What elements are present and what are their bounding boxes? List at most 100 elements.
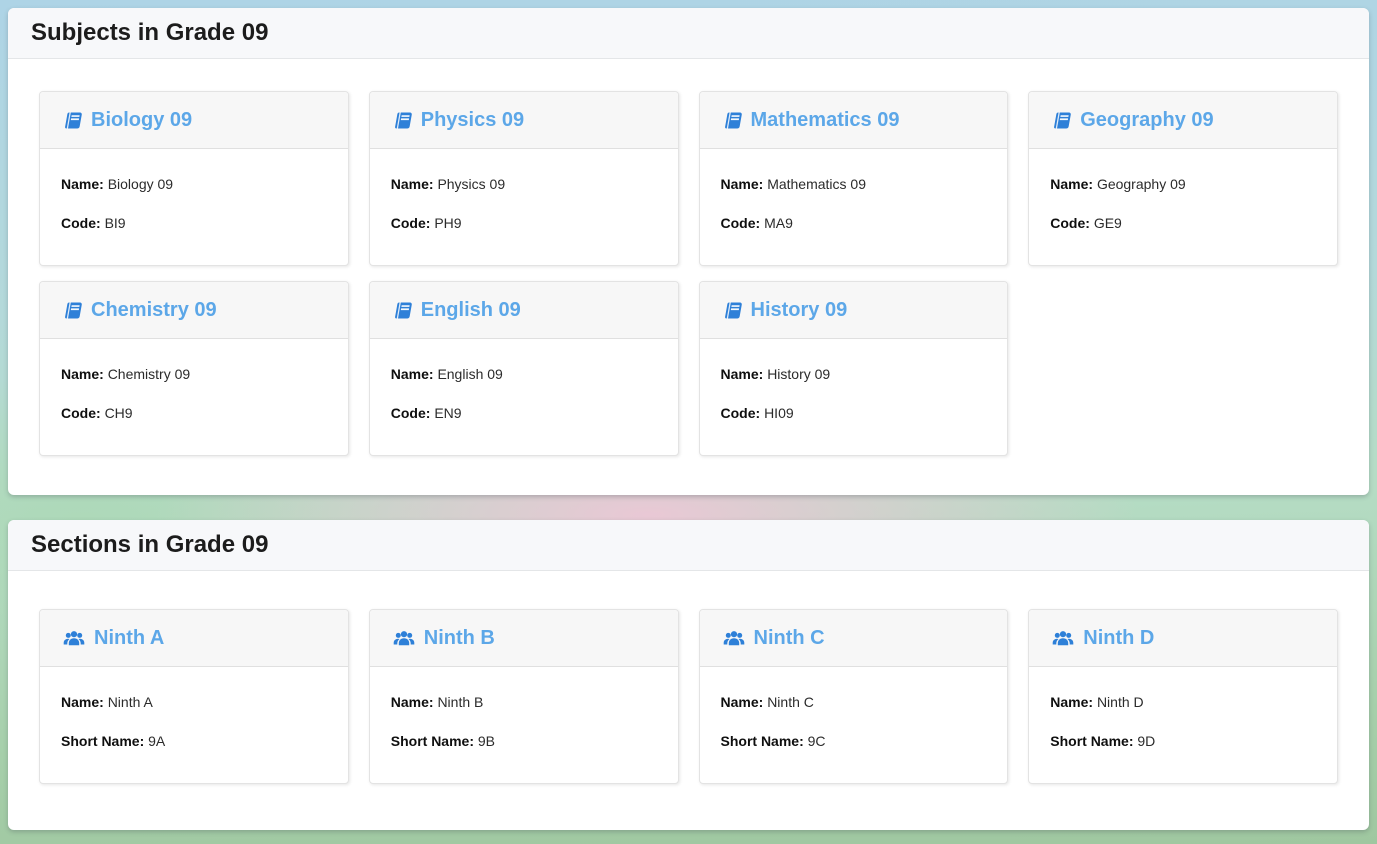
name-label: Name: bbox=[720, 176, 764, 192]
section-card-title[interactable]: Ninth B bbox=[423, 627, 495, 649]
code-label: Code: bbox=[61, 405, 101, 421]
section-card-header: Ninth D bbox=[1029, 610, 1337, 667]
subject-card-body: Name: Physics 09 Code: PH9 bbox=[370, 149, 678, 253]
section-short-name-field: Short Name: 9B bbox=[391, 732, 657, 751]
sections-panel-heading: Sections in Grade 09 bbox=[8, 520, 1369, 571]
subject-card-header: Geography 09 bbox=[1029, 92, 1337, 149]
users-icon bbox=[63, 629, 85, 647]
subject-name-field: Name: Biology 09 bbox=[61, 175, 327, 194]
code-label: Code: bbox=[1050, 215, 1090, 231]
name-label: Name: bbox=[390, 366, 434, 382]
subjects-panel-heading: Subjects in Grade 09 bbox=[8, 8, 1369, 59]
section-name-field: Name: Ninth A bbox=[61, 693, 327, 712]
book-icon bbox=[723, 301, 742, 320]
subject-code-value: CH9 bbox=[104, 405, 133, 421]
subject-code-value: GE9 bbox=[1093, 215, 1122, 231]
sections-panel: Sections in Grade 09 Ninth A Name: Ninth… bbox=[8, 520, 1369, 830]
code-label: Code: bbox=[720, 215, 761, 231]
subject-code-value: HI09 bbox=[764, 405, 794, 421]
subjects-panel: Subjects in Grade 09 Biology 09 Name: Bi… bbox=[8, 8, 1369, 495]
name-label: Name: bbox=[1050, 176, 1094, 192]
section-name-value: Ninth B bbox=[437, 694, 484, 710]
subject-card-title[interactable]: History 09 bbox=[750, 299, 848, 321]
subject-code-value: PH9 bbox=[434, 215, 462, 231]
subject-name-value: Chemistry 09 bbox=[107, 366, 191, 382]
section-card-title[interactable]: Ninth D bbox=[1083, 627, 1155, 649]
section-name-field: Name: Ninth D bbox=[1050, 693, 1316, 712]
subject-card-header: Mathematics 09 bbox=[699, 92, 1008, 149]
short-name-label: Short Name: bbox=[720, 733, 804, 749]
subject-name-value: Physics 09 bbox=[437, 176, 506, 192]
short-name-label: Short Name: bbox=[390, 733, 474, 749]
subject-card-body: Name: Biology 09 Code: BI9 bbox=[40, 149, 348, 253]
section-short-name-field: Short Name: 9C bbox=[721, 732, 987, 751]
subject-card-body: Name: History 09 Code: HI09 bbox=[700, 339, 1008, 443]
subject-card-body: Name: Chemistry 09 Code: CH9 bbox=[40, 339, 348, 443]
sections-panel-body: Ninth A Name: Ninth A Short Name: 9A Nin… bbox=[8, 571, 1369, 830]
users-icon bbox=[723, 629, 745, 647]
subject-code-value: MA9 bbox=[764, 215, 793, 231]
subjects-panel-body: Biology 09 Name: Biology 09 Code: BI9 Ph… bbox=[8, 59, 1369, 495]
name-label: Name: bbox=[720, 366, 764, 382]
subject-code-field: Code: GE9 bbox=[1050, 214, 1316, 233]
subject-code-field: Code: PH9 bbox=[391, 214, 657, 233]
subject-card-title[interactable]: Chemistry 09 bbox=[91, 299, 217, 321]
subject-code-value: BI9 bbox=[104, 215, 126, 231]
section-name-value: Ninth D bbox=[1096, 694, 1144, 710]
name-label: Name: bbox=[390, 176, 434, 192]
subject-card-title[interactable]: Geography 09 bbox=[1080, 109, 1214, 131]
subject-code-value: EN9 bbox=[434, 405, 462, 421]
subject-card: English 09 Name: English 09 Code: EN9 bbox=[368, 281, 679, 456]
subject-name-field: Name: History 09 bbox=[721, 365, 987, 384]
section-card: Ninth C Name: Ninth C Short Name: 9C bbox=[698, 609, 1009, 784]
book-icon bbox=[393, 301, 412, 320]
code-label: Code: bbox=[61, 215, 101, 231]
book-icon bbox=[63, 111, 82, 130]
subject-name-field: Name: Mathematics 09 bbox=[721, 175, 987, 194]
subject-card: History 09 Name: History 09 Code: HI09 bbox=[698, 281, 1009, 456]
book-icon bbox=[1052, 111, 1072, 130]
code-label: Code: bbox=[720, 405, 761, 421]
section-short-name-value: 9B bbox=[477, 733, 495, 749]
users-icon bbox=[393, 629, 415, 647]
subject-card-title[interactable]: English 09 bbox=[420, 299, 521, 321]
subject-card-header: History 09 bbox=[699, 282, 1008, 339]
subject-card: Chemistry 09 Name: Chemistry 09 Code: CH… bbox=[39, 281, 349, 456]
subject-name-value: Biology 09 bbox=[107, 176, 174, 192]
section-card-body: Name: Ninth D Short Name: 9D bbox=[1029, 667, 1337, 771]
section-card-body: Name: Ninth B Short Name: 9B bbox=[370, 667, 678, 771]
subject-card: Physics 09 Name: Physics 09 Code: PH9 bbox=[368, 91, 679, 266]
section-name-field: Name: Ninth C bbox=[721, 693, 987, 712]
section-card-header: Ninth A bbox=[40, 610, 348, 667]
subject-code-field: Code: BI9 bbox=[61, 214, 327, 233]
short-name-label: Short Name: bbox=[61, 733, 145, 749]
book-icon bbox=[63, 301, 82, 320]
subject-card-title[interactable]: Physics 09 bbox=[420, 109, 525, 131]
section-card-header: Ninth C bbox=[699, 610, 1008, 667]
section-short-name-value: 9D bbox=[1137, 733, 1156, 749]
page: Subjects in Grade 09 Biology 09 Name: Bi… bbox=[8, 8, 1369, 830]
name-label: Name: bbox=[61, 366, 104, 382]
section-name-value: Ninth A bbox=[107, 694, 153, 710]
subject-code-field: Code: HI09 bbox=[721, 404, 987, 423]
book-icon bbox=[393, 111, 412, 130]
section-card: Ninth B Name: Ninth B Short Name: 9B bbox=[368, 609, 679, 784]
subject-card-body: Name: Mathematics 09 Code: MA9 bbox=[700, 149, 1008, 253]
section-name-value: Ninth C bbox=[767, 694, 814, 710]
section-short-name-value: 9A bbox=[148, 733, 166, 749]
short-name-label: Short Name: bbox=[1050, 733, 1134, 749]
subject-card-title[interactable]: Mathematics 09 bbox=[750, 109, 900, 131]
subject-card-title[interactable]: Biology 09 bbox=[91, 109, 193, 131]
subject-name-field: Name: Geography 09 bbox=[1050, 175, 1316, 194]
section-card-title[interactable]: Ninth A bbox=[94, 627, 165, 649]
subject-name-field: Name: English 09 bbox=[391, 365, 657, 384]
subject-card-header: English 09 bbox=[369, 282, 678, 339]
subject-code-field: Code: MA9 bbox=[721, 214, 987, 233]
name-label: Name: bbox=[720, 694, 764, 710]
book-icon bbox=[723, 111, 742, 130]
section-card-header: Ninth B bbox=[369, 610, 678, 667]
section-card-title[interactable]: Ninth C bbox=[753, 627, 825, 649]
subject-card-body: Name: Geography 09 Code: GE9 bbox=[1029, 149, 1337, 253]
subject-card: Mathematics 09 Name: Mathematics 09 Code… bbox=[698, 91, 1009, 266]
code-label: Code: bbox=[390, 405, 431, 421]
